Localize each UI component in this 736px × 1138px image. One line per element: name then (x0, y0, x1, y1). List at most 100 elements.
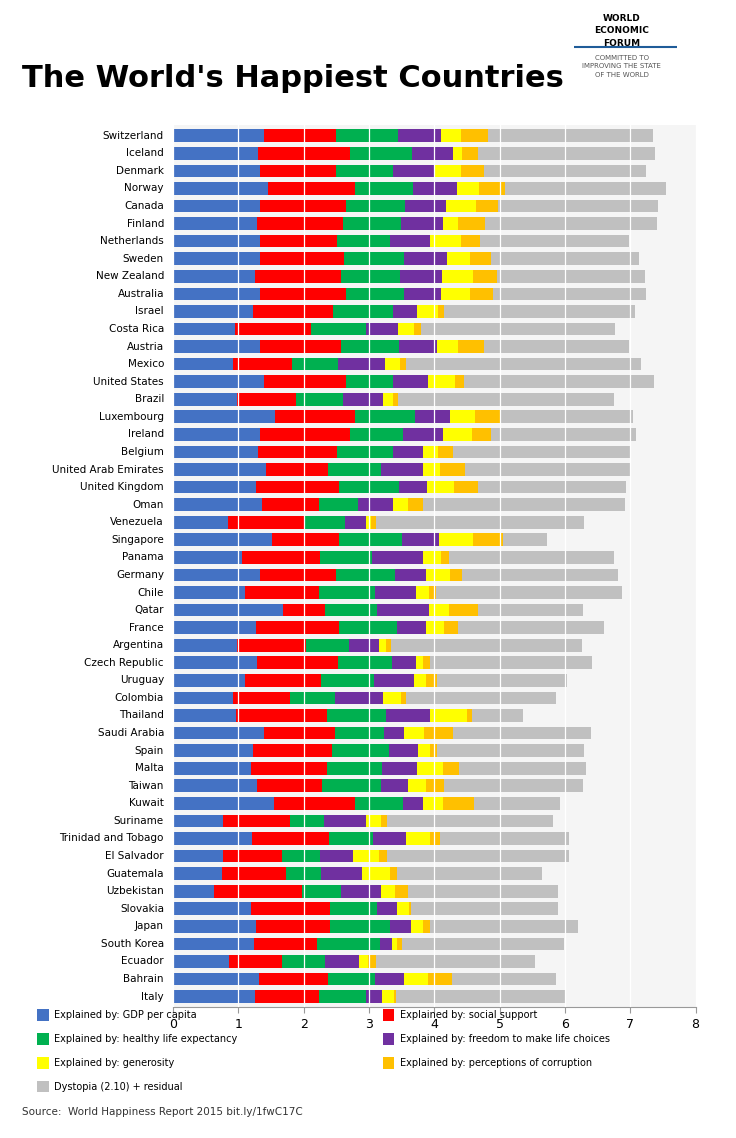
Bar (252, 902, 330, 915)
Bar (397, 867, 542, 880)
Bar (431, 709, 467, 721)
Bar (426, 569, 450, 582)
Bar (261, 428, 350, 440)
Bar (373, 832, 406, 844)
Bar (173, 182, 268, 195)
Bar (258, 780, 322, 792)
Bar (474, 797, 560, 809)
Bar (173, 428, 261, 440)
Bar (417, 761, 443, 775)
Bar (255, 480, 339, 494)
Bar (330, 902, 377, 915)
Bar (473, 534, 503, 546)
Bar (372, 551, 423, 563)
Bar (371, 516, 376, 528)
Bar (479, 182, 505, 195)
Bar (346, 288, 404, 300)
Bar (311, 323, 366, 336)
Bar (173, 938, 254, 950)
Bar (325, 955, 359, 967)
Bar (377, 604, 429, 617)
Bar (441, 288, 470, 300)
Bar (443, 761, 459, 775)
Bar (322, 674, 374, 686)
Bar (416, 657, 423, 669)
Bar (411, 902, 559, 915)
Bar (429, 586, 436, 599)
Bar (173, 270, 255, 282)
Bar (173, 674, 244, 686)
Bar (173, 165, 260, 178)
Bar (465, 463, 631, 476)
Bar (461, 234, 481, 247)
Bar (406, 692, 556, 704)
Bar (222, 867, 286, 880)
Bar (214, 885, 302, 898)
Bar (505, 182, 666, 195)
Bar (173, 463, 266, 476)
Bar (435, 165, 461, 178)
Bar (439, 534, 473, 546)
Bar (275, 797, 355, 809)
Bar (282, 850, 320, 863)
Bar (452, 973, 556, 986)
Bar (245, 586, 319, 599)
Bar (290, 692, 335, 704)
Bar (381, 463, 422, 476)
Bar (325, 604, 377, 617)
Bar (398, 393, 615, 405)
Bar (493, 288, 646, 300)
Bar (256, 920, 330, 933)
Bar (428, 376, 455, 388)
Bar (254, 938, 316, 950)
Bar (478, 147, 654, 159)
Bar (173, 305, 253, 318)
Bar (397, 621, 426, 634)
Bar (406, 832, 431, 844)
Bar (392, 938, 397, 950)
Bar (411, 920, 423, 933)
Bar (173, 446, 258, 459)
Bar (268, 182, 355, 195)
Bar (321, 867, 362, 880)
Bar (292, 357, 339, 371)
Bar (275, 411, 355, 423)
Bar (258, 446, 336, 459)
Bar (282, 955, 325, 967)
Text: Explained by: GDP per capita: Explained by: GDP per capita (54, 1011, 197, 1020)
Bar (422, 446, 438, 459)
Bar (481, 234, 629, 247)
Bar (233, 692, 290, 704)
Bar (393, 446, 422, 459)
Bar (421, 323, 615, 336)
Bar (336, 165, 393, 178)
Text: Explained by: perceptions of corruption: Explained by: perceptions of corruption (400, 1058, 592, 1067)
Text: COMMITTED TO
IMPROVING THE STATE
OF THE WORLD: COMMITTED TO IMPROVING THE STATE OF THE … (582, 55, 662, 77)
Bar (386, 709, 431, 721)
Bar (381, 780, 408, 792)
Bar (173, 411, 275, 423)
Bar (391, 638, 581, 652)
Bar (343, 393, 383, 405)
Text: Explained by: social support: Explained by: social support (400, 1011, 538, 1020)
Bar (366, 815, 381, 827)
Bar (272, 534, 339, 546)
Bar (430, 920, 578, 933)
Bar (341, 270, 400, 282)
Bar (486, 217, 657, 230)
Bar (339, 357, 385, 371)
Bar (336, 569, 395, 582)
Bar (173, 867, 222, 880)
Bar (423, 551, 441, 563)
Bar (173, 147, 258, 159)
Bar (237, 638, 306, 652)
Bar (344, 253, 403, 265)
Bar (423, 920, 430, 933)
Bar (458, 621, 604, 634)
Bar (484, 340, 629, 353)
Bar (400, 357, 406, 371)
Bar (320, 551, 372, 563)
Bar (397, 902, 408, 915)
Bar (426, 674, 437, 686)
Bar (339, 621, 397, 634)
